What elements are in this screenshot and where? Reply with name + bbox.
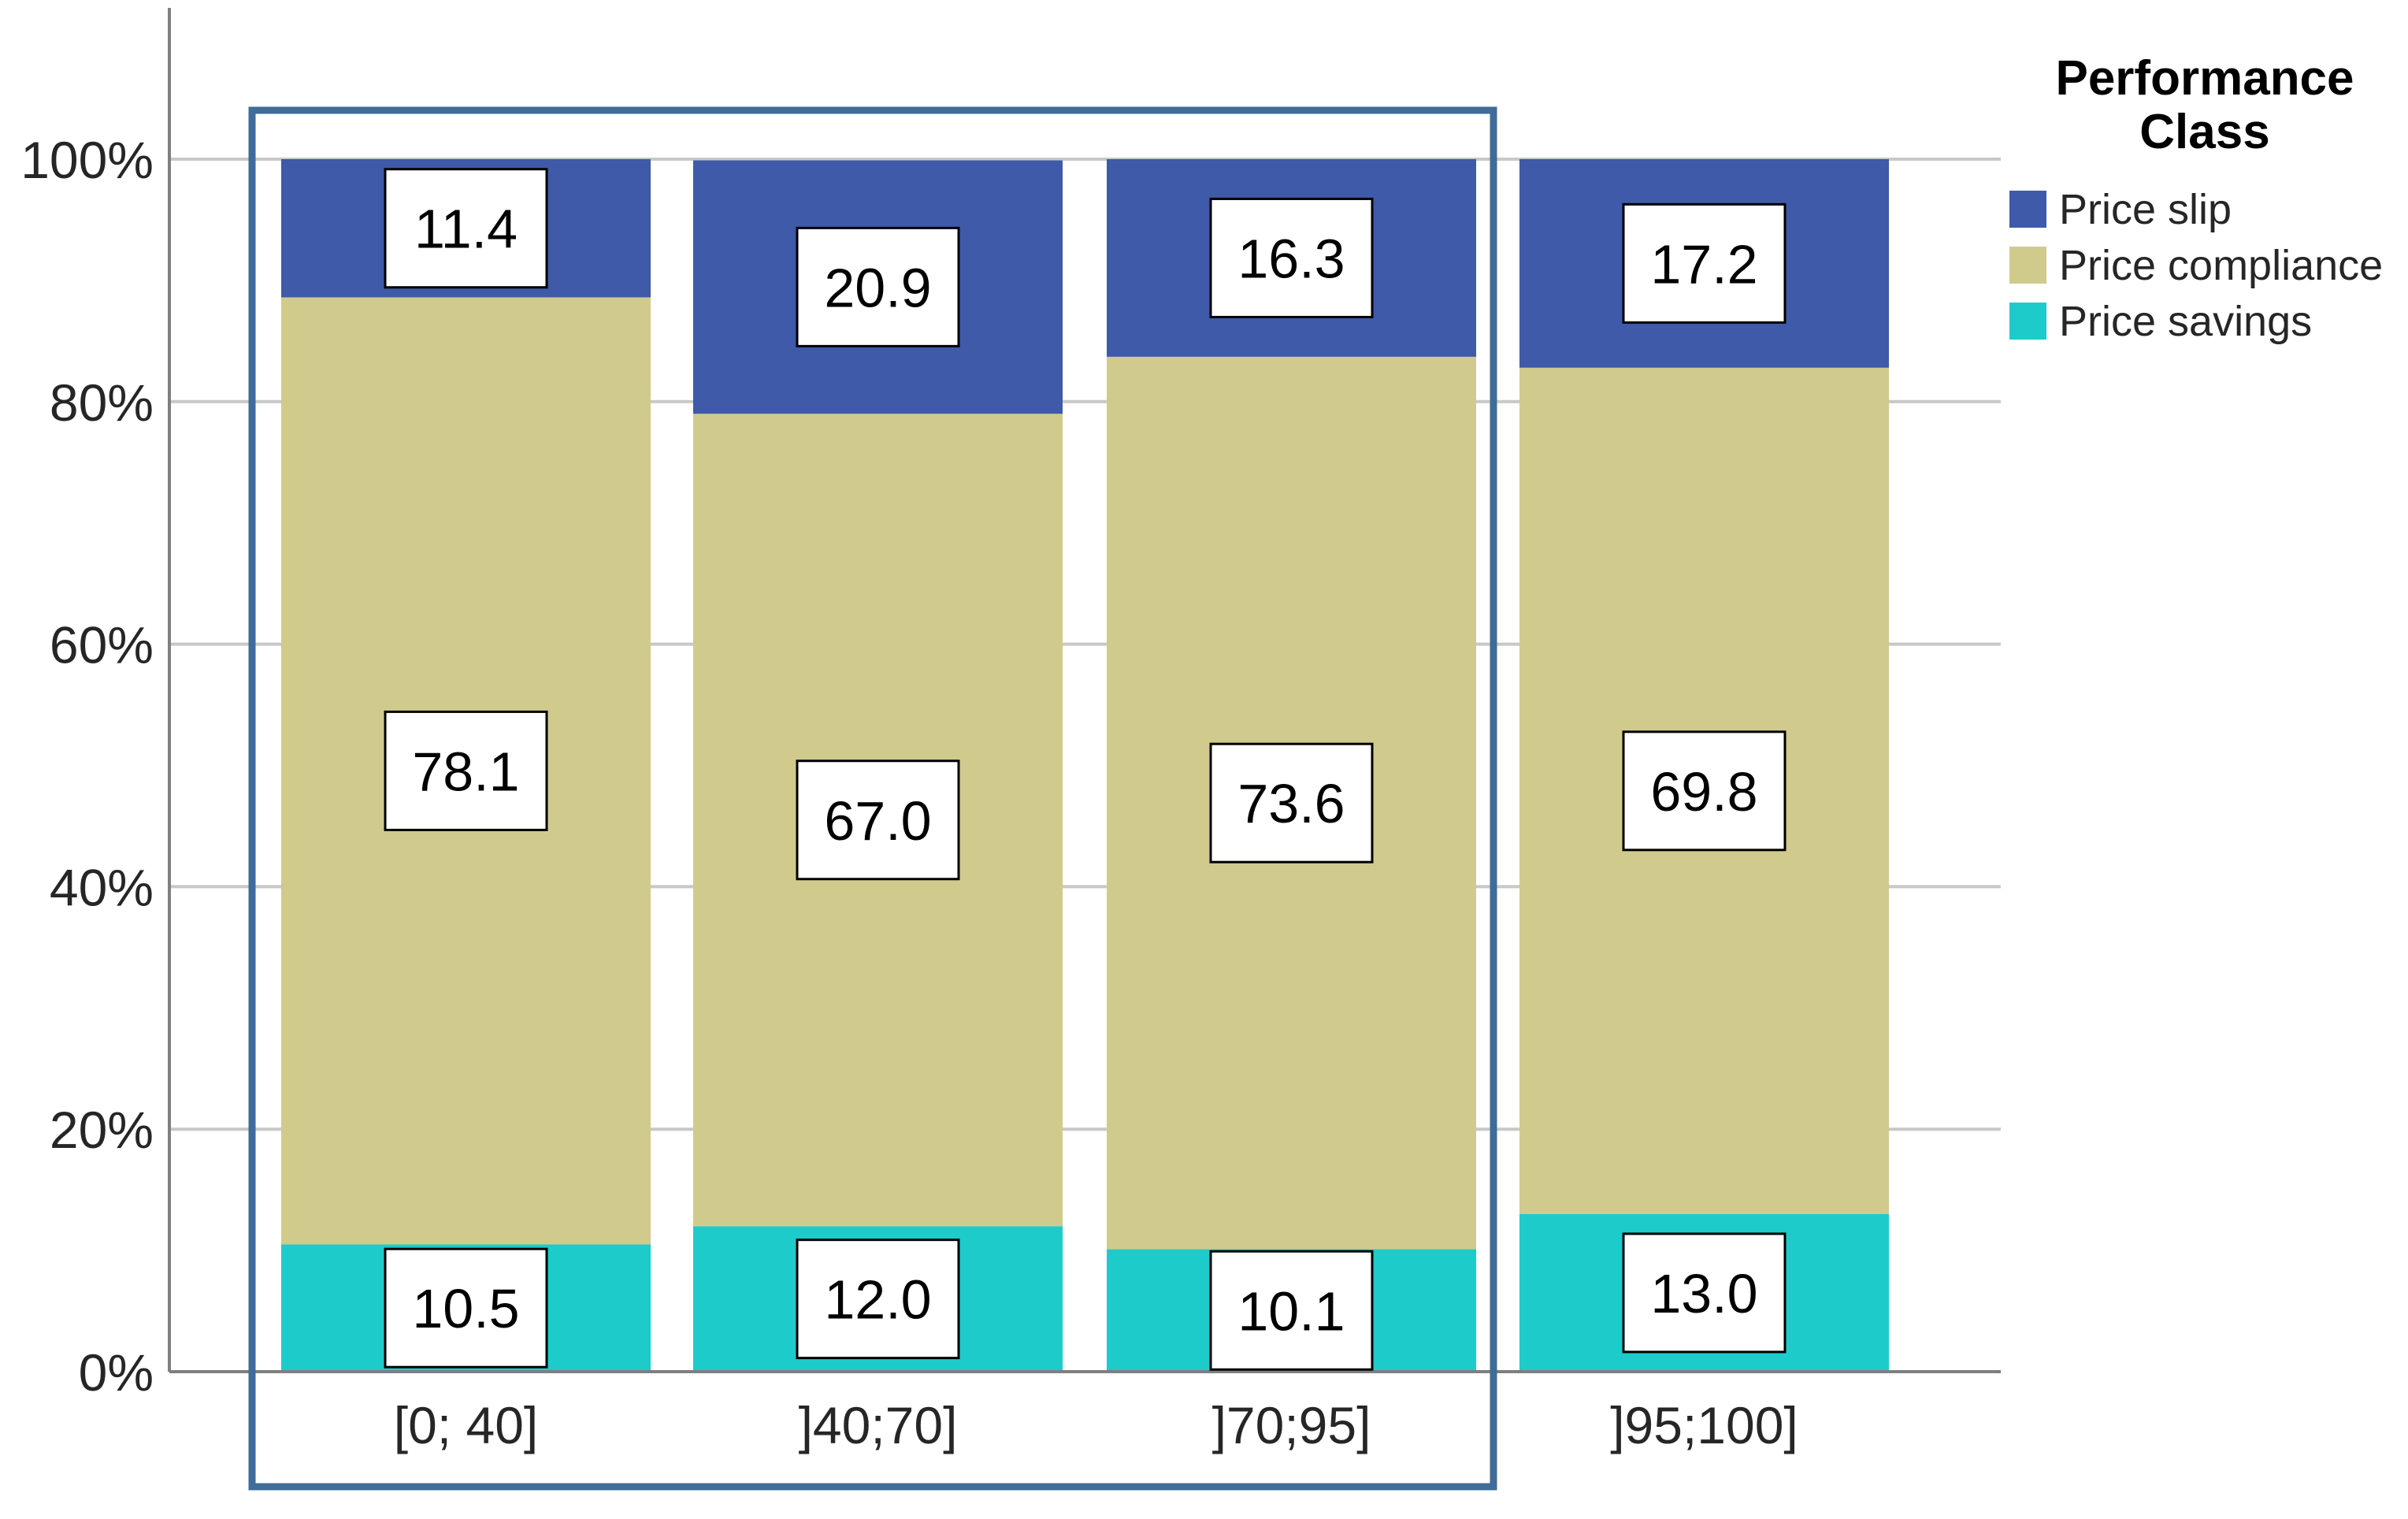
data-label-box <box>1209 742 1374 863</box>
data-label-price-savings: 10.1 <box>1237 1280 1345 1342</box>
legend-title-line2: Class <box>2139 105 2269 159</box>
x-category-label: ]95;100] <box>1610 1396 1798 1454</box>
y-tick-label: 20% <box>50 1101 154 1159</box>
legend-swatch-price-slip <box>2009 191 2046 228</box>
y-tick-label: 60% <box>50 616 154 674</box>
data-label-box <box>1209 1250 1374 1371</box>
x-category-label: [0; 40] <box>394 1396 538 1454</box>
data-labels: 10.5 78.1 11.4 12.0 67.0 20.9 10.1 73.6 16.3 13.0… <box>384 168 1787 1371</box>
data-label-price-compliance: 69.8 <box>1650 761 1757 823</box>
highlight-frame-group <box>248 106 1497 1491</box>
highlight-frame <box>248 106 1497 1491</box>
y-tick-label: 0% <box>79 1343 154 1402</box>
data-label-price-savings: 10.5 <box>412 1278 519 1339</box>
data-label-price-savings: 13.0 <box>1650 1263 1757 1324</box>
legend-title-line1: Performance <box>2055 51 2354 106</box>
legend-label-price-savings: Price savings <box>2059 298 2312 345</box>
data-label-box <box>384 168 548 289</box>
y-tick-label: 100% <box>20 131 154 189</box>
data-label-box <box>796 1239 960 1360</box>
data-label-box <box>1622 730 1787 852</box>
data-label-price-slip: 20.9 <box>824 257 931 318</box>
y-tick-label: 40% <box>50 858 154 916</box>
data-label-price-compliance: 67.0 <box>824 790 931 852</box>
data-label-box <box>796 226 960 347</box>
data-label-price-slip: 17.2 <box>1650 233 1757 295</box>
data-label-box <box>1209 197 1374 318</box>
legend-swatch-price-compliance <box>2009 247 2046 284</box>
legend: Performance Class Price slip Price compli… <box>2009 51 2383 345</box>
legend-label-price-slip: Price slip <box>2059 186 2232 233</box>
data-label-price-compliance: 78.1 <box>412 741 519 802</box>
data-label-price-compliance: 73.6 <box>1237 773 1345 834</box>
data-label-price-slip: 16.3 <box>1237 228 1345 289</box>
x-category-label: ]70;95] <box>1212 1396 1371 1454</box>
data-label-box <box>384 710 548 831</box>
y-tick-label: 80% <box>50 373 154 432</box>
legend-swatch-price-savings <box>2009 303 2046 340</box>
axes: 0% 20% 40% 60% 80% 100% [0; 40] ]40;70] ]70;95]]… <box>20 8 2001 1454</box>
x-category-label: ]40;70] <box>799 1396 958 1454</box>
data-label-price-savings: 12.0 <box>824 1269 931 1331</box>
data-label-price-slip: 11.4 <box>414 199 518 260</box>
data-label-box <box>1622 1232 1787 1354</box>
legend-label-price-compliance: Price compliance <box>2059 242 2383 289</box>
data-label-box <box>796 760 960 881</box>
data-label-box <box>384 1247 548 1369</box>
data-label-box <box>1622 202 1787 324</box>
